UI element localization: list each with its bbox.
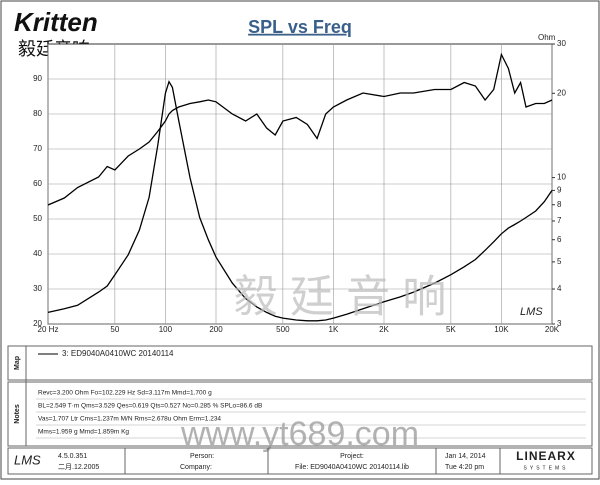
footer-lms: LMS [14, 452, 41, 467]
y-tick-label: 40 [33, 249, 42, 258]
y-tick-label: 20 [33, 319, 42, 328]
y2-tick-label: 4 [557, 284, 562, 293]
note-line: Revc=3.200 Ohm Fo=102.229 Hz Sd=3.117m M… [38, 390, 212, 397]
note-line: BL=2.549 T·m Qms=3.529 Qes=0.619 Qts=0.5… [38, 403, 262, 410]
footer-date: Jan 14, 2014 [445, 453, 486, 460]
brand-sub: SYSTEMS [524, 465, 569, 471]
y2-tick-label: 6 [557, 235, 562, 244]
footer-version: 4.5.0.351 [58, 453, 87, 460]
y-tick-label: 80 [33, 109, 42, 118]
y2-tick-label: 20 [557, 88, 566, 97]
corner-label: LMS [520, 306, 543, 318]
x-tick-label: 50 [110, 325, 119, 334]
chart-title: SPL vs Freq [248, 17, 352, 37]
map-panel [7, 345, 593, 381]
y-tick-label: 90 [33, 74, 42, 83]
y2-tick-label: 30 [557, 39, 566, 48]
x-tick-label: 2K [379, 325, 389, 334]
brand: LINEARX [516, 449, 576, 463]
y2-tick-label: 3 [557, 319, 562, 328]
watermark: www.yt689.com [180, 415, 419, 453]
y-tick-label: 60 [33, 179, 42, 188]
x-tick-label: 500 [276, 325, 290, 334]
notes-tab: Notes [14, 404, 21, 424]
footer-person: Person: [190, 453, 214, 460]
footer-project: Project: [340, 453, 364, 460]
series-line [47, 80, 553, 322]
footer [7, 447, 593, 475]
footer-company: Company: [180, 464, 212, 471]
notes-panel [7, 381, 593, 447]
y2-label: Ohm [538, 33, 556, 42]
x-tick-label: 20 Hz [38, 325, 59, 334]
y2-tick-label: 10 [557, 173, 566, 182]
x-tick-label: 20K [545, 325, 560, 334]
y2-tick-label: 5 [557, 257, 562, 266]
x-tick-label: 10K [494, 325, 509, 334]
logo: Kritten [14, 7, 98, 37]
y2-tick-label: 7 [557, 216, 562, 225]
y2-tick-label: 9 [557, 186, 562, 195]
x-tick-label: 5K [446, 325, 456, 334]
footer-file: File: ED9040A0410WC 20140114.lib [295, 464, 409, 471]
x-tick-label: 100 [159, 325, 173, 334]
y-tick-label: 30 [33, 284, 42, 293]
y-tick-label: 70 [33, 144, 42, 153]
y2-tick-label: 8 [557, 200, 562, 209]
y-tick-label: 50 [33, 214, 42, 223]
footer-build: 二月.12.2005 [58, 463, 99, 471]
watermark-cn: 毅 廷 音 响 [234, 273, 447, 322]
note-line: Vas=1.707 Ltr Cms=1.237m M/N Rms=2.678u … [38, 416, 221, 423]
footer-time: Tue 4:20 pm [445, 464, 484, 471]
legend-text: 3: ED9040A0410WC 20140114 [62, 349, 174, 358]
series-line [47, 52, 553, 206]
x-tick-label: 200 [209, 325, 223, 334]
x-tick-label: 1K [329, 325, 339, 334]
map-tab: Map [14, 356, 21, 370]
note-line: Mms=1.959 g Mmd=1.859m Kg [38, 429, 129, 436]
